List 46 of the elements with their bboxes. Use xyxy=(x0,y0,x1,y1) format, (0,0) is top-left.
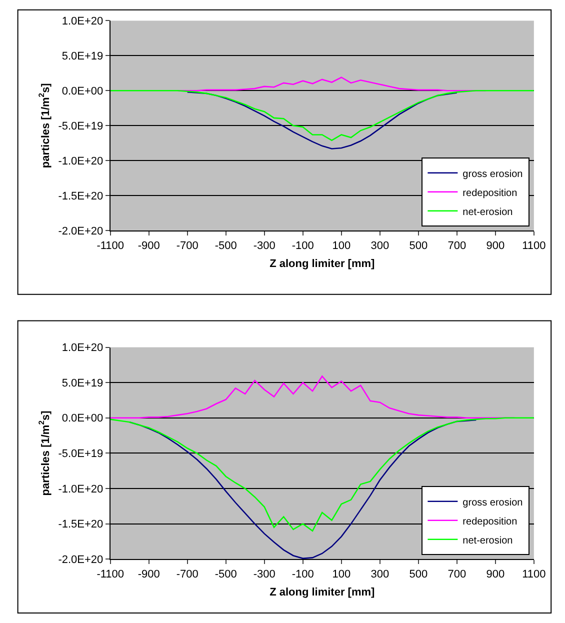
y-tick-label: 0.0E+00 xyxy=(62,412,104,425)
x-tick-label: 1100 xyxy=(522,240,546,252)
x-tick-label: 1100 xyxy=(522,568,546,580)
y-tick-label: -1.5E+20 xyxy=(58,190,104,202)
x-tick-label: 500 xyxy=(409,240,428,252)
x-tick-label: -100 xyxy=(292,240,314,252)
x-tick-label: 900 xyxy=(486,568,505,580)
x-tick-label: 300 xyxy=(370,240,390,252)
x-axis-title: Z along limiter [mm] xyxy=(270,258,376,270)
x-tick-label: -700 xyxy=(176,240,198,252)
x-tick-label: -900 xyxy=(138,568,160,580)
y-tick-label: 5.0E+19 xyxy=(62,50,104,63)
x-tick-label: -500 xyxy=(214,240,237,252)
y-tick-label: 1.0E+20 xyxy=(62,342,104,354)
legend-label: gross erosion xyxy=(462,168,523,180)
legend-label: gross erosion xyxy=(462,497,523,508)
y-tick-label: -5.0E+19 xyxy=(58,448,104,460)
x-tick-label: -700 xyxy=(176,568,198,580)
x-tick-label: -300 xyxy=(253,240,276,252)
y-tick-label: -1.0E+20 xyxy=(58,483,104,496)
x-tick-label: 700 xyxy=(448,568,466,580)
y-tick-label: -1.5E+20 xyxy=(58,518,104,531)
x-tick-label: 100 xyxy=(332,568,351,580)
x-tick-label: -900 xyxy=(138,240,160,252)
x-tick-label: 500 xyxy=(409,568,428,580)
x-tick-label: -1100 xyxy=(96,568,124,580)
x-tick-label: -1100 xyxy=(96,240,124,252)
x-tick-label: -500 xyxy=(214,568,237,580)
x-tick-label: -100 xyxy=(292,568,314,580)
y-tick-label: -5.0E+19 xyxy=(58,120,104,132)
y-tick-label: 1.0E+20 xyxy=(62,16,104,28)
x-axis-title: Z along limiter [mm] xyxy=(270,586,376,599)
legend-label: net-erosion xyxy=(462,206,513,218)
y-tick-label: -2.0E+20 xyxy=(58,225,104,238)
legend-label: redeposition xyxy=(462,188,518,199)
legend-label: net-erosion xyxy=(462,535,513,546)
x-tick-label: 100 xyxy=(332,240,351,252)
y-tick-label: -2.0E+20 xyxy=(58,554,104,566)
x-tick-label: 700 xyxy=(448,240,466,252)
y-tick-label: -1.0E+20 xyxy=(58,155,104,168)
x-tick-label: -300 xyxy=(253,568,276,580)
y-tick-label: 5.0E+19 xyxy=(62,377,104,390)
x-tick-label: 300 xyxy=(370,568,390,580)
legend-label: redeposition xyxy=(462,516,518,528)
x-tick-label: 900 xyxy=(486,240,505,252)
y-tick-label: 0.0E+00 xyxy=(62,86,104,98)
